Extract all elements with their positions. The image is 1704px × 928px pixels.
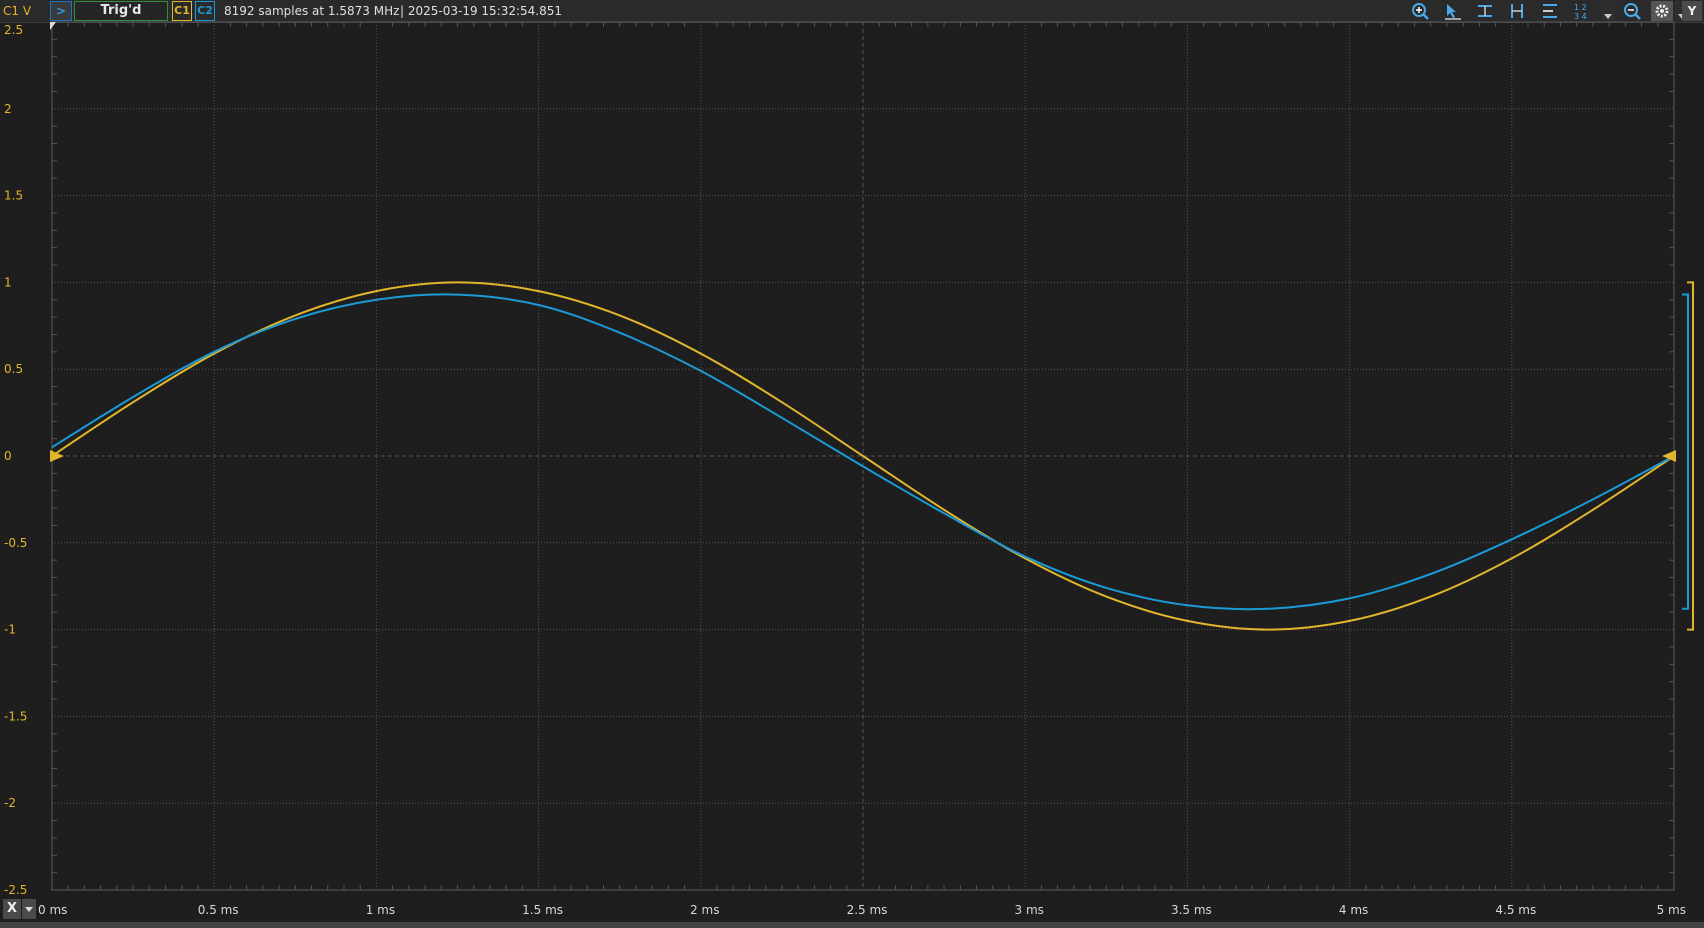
x-tick-label: 2.5 ms (847, 903, 888, 917)
y-axis-ticks: 2.5 2 1.5 1 0.5 0 -0.5 -1 -1.5 -2 -2.5 (4, 23, 27, 897)
y-tick-label: -2.5 (4, 883, 27, 897)
channel-1-button[interactable]: C1 (172, 1, 192, 21)
cursor-icon[interactable] (1442, 1, 1464, 21)
y-axis-button[interactable]: Y (1682, 1, 1702, 21)
x-tick-label: 5 ms (1657, 903, 1686, 917)
y-unit-label: C1 V (3, 4, 32, 18)
trigger-level-marker[interactable] (50, 450, 64, 462)
toolbar-dropdown[interactable] (1601, 1, 1615, 21)
zoom-in-icon[interactable] (1409, 1, 1431, 21)
channel-2-button[interactable]: C2 (195, 1, 215, 21)
horizontal-cursor-icon[interactable] (1474, 1, 1496, 21)
sample-info: 8192 samples at 1.5873 MHz (224, 4, 400, 18)
x-tick-label: 1.5 ms (522, 903, 563, 917)
y-tick-label: -2 (4, 796, 16, 810)
y-tick-label: 1 (4, 275, 12, 289)
trigger-position-marker[interactable] (1662, 450, 1676, 462)
x-axis-ticks: 0 ms 0.5 ms 1 ms 1.5 ms 2 ms 2.5 ms 3 ms 3.5 ms… (38, 903, 1686, 917)
horizontal-scrollbar[interactable] (0, 922, 1704, 928)
svg-text:3 4: 3 4 (1574, 12, 1587, 21)
timestamp: | 2025-03-19 15:32:54.851 (400, 4, 563, 18)
c1-amplitude-bracket (1687, 281, 1694, 631)
numbers-icon[interactable]: 1 23 4 (1571, 1, 1593, 21)
trigger-status-badge[interactable]: Trig'd (74, 1, 168, 21)
x-tick-label: 0.5 ms (198, 903, 239, 917)
x-tick-label: 0 ms (38, 903, 67, 917)
y-tick-label: -1 (4, 623, 16, 637)
x-tick-label: 4.5 ms (1495, 903, 1536, 917)
align-icon[interactable] (1539, 1, 1561, 21)
x-tick-label: 3.5 ms (1171, 903, 1212, 917)
series-c2-line (51, 293, 1675, 611)
series-c1-line (51, 281, 1675, 631)
x-tick-label: 2 ms (690, 903, 719, 917)
series-layer (51, 281, 1675, 631)
vertical-cursor-icon[interactable] (1506, 1, 1528, 21)
toolbar: C1 V > Trig'd C1 C2 8192 samples at 1.58… (0, 0, 1704, 23)
svg-text:1 2: 1 2 (1574, 3, 1587, 12)
top-left-marker (50, 22, 56, 30)
x-axis-dropdown[interactable] (22, 899, 36, 919)
settings-icon[interactable] (1651, 1, 1673, 21)
x-tick-label: 3 ms (1015, 903, 1044, 917)
x-tick-label: 1 ms (366, 903, 395, 917)
y-tick-label: 0 (4, 449, 12, 463)
markers (50, 22, 1694, 631)
chevron-down-icon (1604, 14, 1612, 19)
y-tick-label: -1.5 (4, 709, 27, 723)
y-tick-label: 1.5 (4, 189, 23, 203)
x-axis-button[interactable]: X (3, 899, 21, 919)
y-tick-label: 2 (4, 102, 12, 116)
y-tick-label: 0.5 (4, 362, 23, 376)
y-tick-label: 2.5 (4, 23, 23, 37)
run-arrow-button[interactable]: > (50, 1, 72, 21)
zoom-icon[interactable] (1621, 1, 1643, 21)
x-tick-label: 4 ms (1339, 903, 1368, 917)
y-tick-label: -0.5 (4, 536, 27, 550)
c2-amplitude-bracket (1682, 293, 1689, 610)
